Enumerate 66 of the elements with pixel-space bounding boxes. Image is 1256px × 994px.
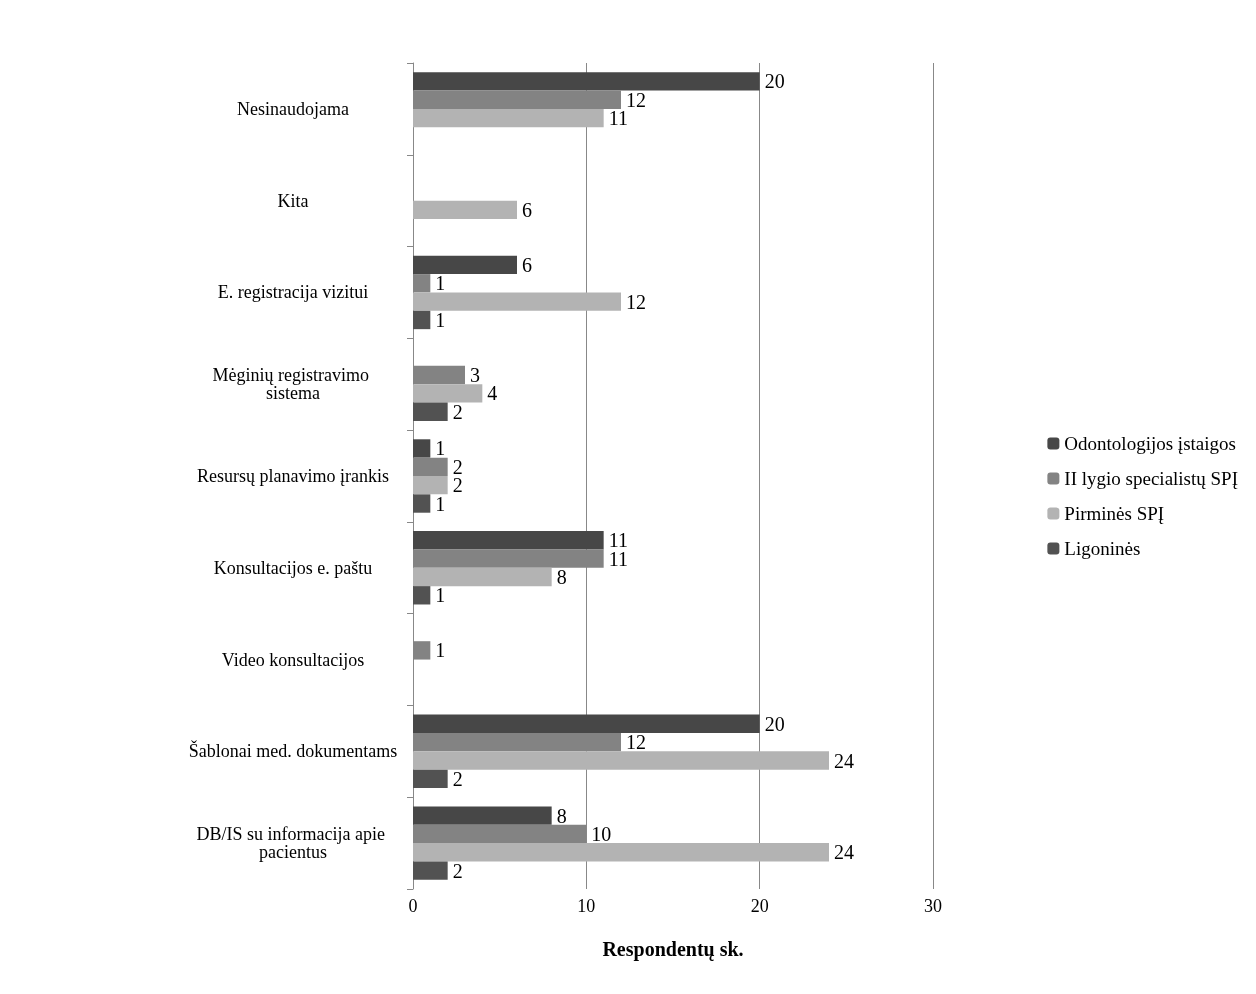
data-label: 6 bbox=[522, 198, 532, 221]
data-label: 24 bbox=[834, 841, 854, 864]
bar bbox=[413, 457, 448, 476]
y-tick-label: E. registracija vizitui bbox=[217, 282, 369, 303]
x-tick-label: 0 bbox=[408, 896, 418, 916]
data-label: 1 bbox=[435, 492, 446, 515]
bar bbox=[413, 90, 621, 109]
data-label: 1 bbox=[435, 308, 446, 331]
legend-label: Odontologijos įstaigos bbox=[1064, 433, 1236, 454]
y-tick-label: Mėginių registravimo sistema bbox=[212, 365, 374, 404]
data-label: 8 bbox=[556, 565, 567, 588]
data-label: 20 bbox=[764, 70, 785, 93]
bar bbox=[413, 861, 448, 880]
data-label: 6 bbox=[522, 253, 532, 276]
bar bbox=[413, 255, 517, 275]
data-label: 20 bbox=[764, 712, 785, 735]
data-label: 10 bbox=[591, 822, 612, 845]
y-tick-label: Konsultacijos e. paštu bbox=[213, 557, 373, 578]
y-tick-label: DB/IS su informacija apie pacientus bbox=[196, 824, 390, 863]
bar bbox=[413, 476, 448, 495]
bar bbox=[413, 751, 829, 770]
data-label: 2 bbox=[452, 859, 463, 882]
data-label: 8 bbox=[556, 804, 567, 827]
data-label: 1 bbox=[435, 437, 446, 460]
y-tick-label: Šablonai med. dokumentams bbox=[188, 740, 398, 762]
bar bbox=[413, 439, 431, 458]
bar bbox=[413, 402, 448, 421]
x-axis-title: Respondentų sk. bbox=[602, 938, 744, 961]
bar bbox=[413, 384, 483, 403]
bar bbox=[413, 292, 621, 311]
data-label: 4 bbox=[487, 382, 498, 405]
y-tick-label: Video konsultacijos bbox=[221, 649, 365, 670]
data-label: 12 bbox=[626, 290, 646, 313]
data-label: 24 bbox=[834, 749, 854, 772]
bar bbox=[413, 586, 431, 605]
bar bbox=[413, 732, 621, 752]
data-label: 1 bbox=[435, 272, 446, 295]
data-label: 2 bbox=[452, 400, 463, 423]
bar bbox=[413, 843, 829, 862]
bar bbox=[413, 274, 431, 293]
x-tick-label: 20 bbox=[750, 896, 769, 916]
legend-label: Ligoninės bbox=[1064, 538, 1141, 559]
data-label: 2 bbox=[452, 767, 463, 790]
y-tick-label: Nesinaudojama bbox=[237, 98, 349, 119]
y-tick-label: Kita bbox=[277, 190, 309, 211]
data-label: 3 bbox=[470, 364, 480, 387]
bar bbox=[413, 769, 448, 789]
bar bbox=[413, 310, 431, 330]
data-label: 1 bbox=[435, 639, 446, 662]
x-tick-label: 10 bbox=[577, 896, 596, 916]
bar bbox=[413, 72, 760, 91]
bar bbox=[413, 531, 604, 550]
bar bbox=[413, 714, 760, 733]
y-tick-label: Resursų planavimo įrankis bbox=[197, 466, 389, 486]
data-label: 11 bbox=[608, 107, 628, 130]
legend-label: II lygio specialistų SPĮ bbox=[1064, 468, 1239, 489]
legend-label: Pirminės SPĮ bbox=[1064, 503, 1165, 524]
data-label: 12 bbox=[626, 731, 646, 754]
data-label: 12 bbox=[626, 88, 646, 111]
bar bbox=[413, 494, 431, 513]
bar bbox=[413, 806, 552, 825]
bar bbox=[413, 108, 604, 128]
bar bbox=[413, 567, 552, 587]
bar bbox=[413, 200, 517, 220]
x-tick-label: 30 bbox=[924, 896, 942, 916]
data-label: 1 bbox=[435, 584, 446, 607]
